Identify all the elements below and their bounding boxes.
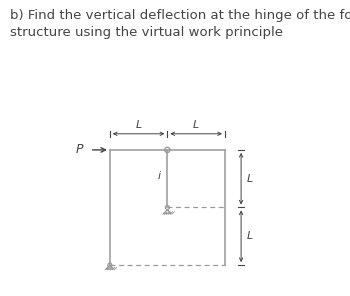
- Text: b) Find the vertical deflection at the hinge of the following
structure using th: b) Find the vertical deflection at the h…: [10, 9, 350, 39]
- Text: L: L: [247, 231, 253, 241]
- Text: L: L: [135, 120, 142, 130]
- Text: i: i: [157, 171, 160, 181]
- Text: L: L: [193, 120, 199, 130]
- Text: P: P: [76, 143, 84, 156]
- Text: L: L: [247, 174, 253, 184]
